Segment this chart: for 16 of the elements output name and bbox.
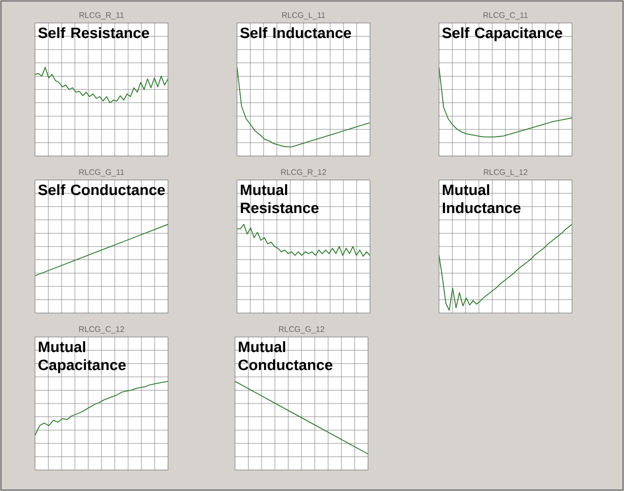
text: Mutual Resistance — [240, 184, 319, 214]
chart-title: RLCG_C_11 — [484, 12, 528, 20]
text: Self Resistance — [38, 27, 150, 38]
chart-title: RLCG_G_11 — [79, 169, 124, 176]
text: Self Inductance — [240, 27, 352, 38]
text: Mutual Capacitance — [38, 341, 126, 374]
chart-title: RLCG_R_12 — [281, 169, 326, 176]
text: Mutual Conductance — [238, 341, 332, 370]
text: Mutual Inductance — [442, 184, 521, 214]
chart-title: RLCG_L_12 — [484, 169, 528, 176]
chart-title: RLCG_L_11 — [282, 12, 326, 20]
chart-title: RLCG_C_12 — [79, 326, 124, 334]
text: Self Conductance — [38, 184, 165, 196]
chart-title: RLCG_G_12 — [279, 326, 324, 334]
chart-title: RLCG_R_11 — [80, 12, 124, 20]
text: Self Capacitance — [442, 27, 562, 42]
